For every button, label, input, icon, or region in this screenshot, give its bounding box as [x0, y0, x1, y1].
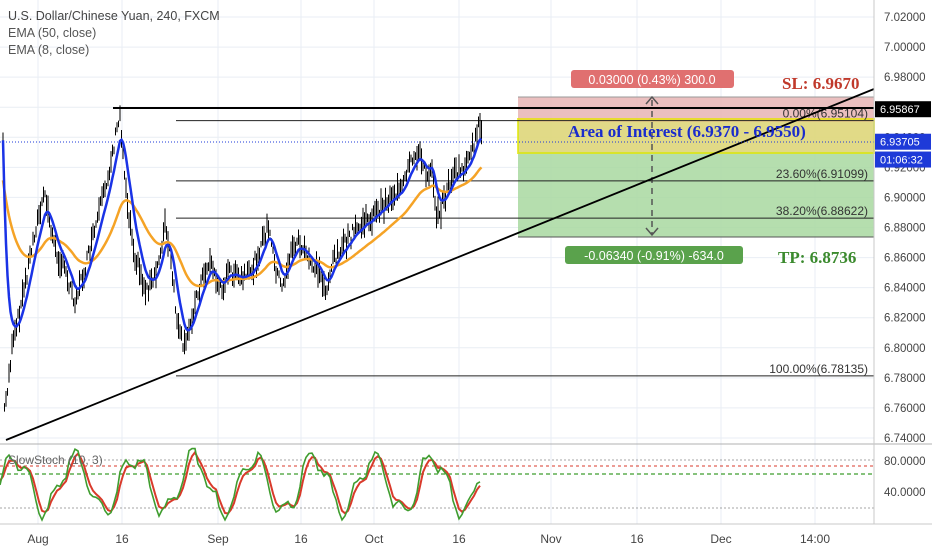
price-axis-label: 6.78000: [884, 373, 926, 385]
price-axis-label: 6.82000: [884, 313, 926, 325]
ascending-trend-line[interactable]: [5, 88, 875, 441]
price-tag-text: 6.95867: [880, 104, 920, 116]
time-axis-label: 16: [294, 532, 308, 546]
price-tag-text: 01:06:32: [880, 155, 923, 167]
stoch-axis-label: 80.0000: [884, 456, 926, 468]
price-tag: [875, 101, 931, 118]
price-axis-label: 6.80000: [884, 343, 926, 355]
stoch-k-line[interactable]: [0, 447, 481, 522]
time-axis[interactable]: Aug 16 Sep 16 Oct 16 Nov 16 Dec 14:00: [27, 532, 830, 546]
price-tags: 6.95867 6.93705 01:06:32: [875, 101, 931, 168]
area-of-interest-zone[interactable]: [517, 118, 875, 154]
time-axis-label: Aug: [27, 532, 48, 546]
arrow-down-icon: [645, 227, 659, 237]
time-axis-label: Dec: [710, 532, 731, 546]
price-tag: [875, 133, 931, 150]
stoch-axis[interactable]: 80.0000 40.0000: [884, 456, 926, 499]
time-axis-label: Sep: [207, 532, 229, 546]
arrow-up-icon: [645, 95, 659, 105]
price-axis-label: 6.90000: [884, 192, 926, 204]
sl-label: SL: 6.9670: [782, 74, 859, 93]
time-axis-label: 14:00: [800, 532, 830, 546]
risk-box-label: 0.03000 (0.43%) 300.0: [588, 73, 715, 87]
fib-level-label: 23.60%(6.91099): [776, 167, 868, 181]
area-of-interest-label: Area of Interest (6.9370 - 6.9550): [568, 122, 806, 141]
price-axis-label: 6.76000: [884, 403, 926, 415]
ema-50-line[interactable]: [1, 166, 483, 288]
stoch-axis-label: 40.0000: [884, 487, 926, 499]
time-axis-label: 16: [630, 532, 644, 546]
chart-legend: U.S. Dollar/Chinese Yuan, 240, FXCM EMA …: [8, 8, 220, 59]
price-axis-label: 6.84000: [884, 283, 926, 295]
ema-8-line[interactable]: [1, 137, 483, 332]
stoch-label: SlowStoch (10, 3): [8, 453, 103, 467]
risk-zone[interactable]: [518, 97, 874, 122]
price-axis-label: 6.74000: [884, 433, 926, 445]
fib-level-label: 100.00%(6.78135): [769, 362, 868, 376]
price-tag: [875, 151, 931, 168]
symbol-title[interactable]: U.S. Dollar/Chinese Yuan, 240, FXCM: [8, 9, 220, 23]
reward-box-label: -0.06340 (-0.91%) -634.0: [584, 249, 724, 263]
reward-box-label-bg: [565, 246, 743, 264]
ema-8-legend[interactable]: EMA (8, close): [8, 43, 90, 57]
price-axis-label: 7.00000: [884, 42, 926, 54]
risk-box-label-bg: [571, 70, 734, 88]
ema-50-legend[interactable]: EMA (50, close): [8, 26, 97, 40]
time-axis-label: 16: [452, 532, 466, 546]
price-axis-label: 6.86000: [884, 253, 926, 265]
time-axis-label: Oct: [365, 532, 384, 546]
price-axis-label: 6.98000: [884, 72, 926, 84]
price-axis[interactable]: 7.020007.000006.980006.960006.940006.920…: [884, 12, 926, 445]
tp-label: TP: 6.8736: [778, 248, 856, 267]
fib-level-label: 38.20%(6.88622): [776, 204, 868, 218]
fibonacci-retracement[interactable]: 0.00%(6.95104)23.60%(6.91099)38.20%(6.88…: [176, 107, 874, 377]
price-axis-label: 7.02000: [884, 12, 926, 24]
time-axis-label: Nov: [540, 532, 561, 546]
price-axis-label: 6.88000: [884, 223, 926, 235]
price-tag-text: 6.93705: [880, 137, 920, 149]
time-axis-label: 16: [115, 532, 129, 546]
